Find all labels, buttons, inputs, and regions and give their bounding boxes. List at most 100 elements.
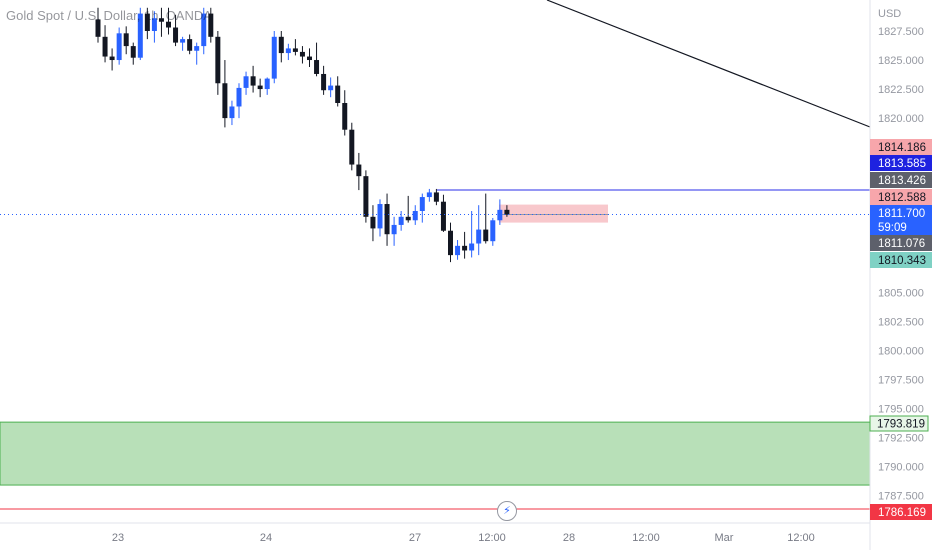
- candle-body: [384, 204, 390, 235]
- candle: [384, 193, 390, 246]
- candle: [271, 31, 277, 84]
- countdown-label: 59:09: [878, 222, 907, 234]
- candle: [349, 122, 355, 171]
- flash-icon[interactable]: ⚡: [497, 501, 517, 521]
- candle: [257, 78, 263, 98]
- time-axis: [0, 523, 870, 550]
- price-tick-label: 1805.000: [878, 287, 924, 299]
- candle: [166, 7, 171, 35]
- candle-body: [144, 13, 150, 31]
- price-label-zone: [869, 415, 929, 432]
- candle-body: [95, 19, 101, 37]
- time-tick-label: 28: [563, 532, 575, 544]
- candle: [405, 195, 411, 223]
- candle: [201, 7, 207, 55]
- candle: [440, 194, 446, 232]
- currency-label: USD: [878, 8, 901, 20]
- time-tick-label: 27: [409, 532, 421, 544]
- candle-body: [137, 13, 143, 58]
- candle-body: [292, 48, 298, 52]
- price-label-stop: [870, 189, 932, 205]
- candle-body: [264, 78, 270, 90]
- price-label-text: 1793.819: [877, 419, 925, 431]
- candle-body: [285, 48, 291, 54]
- candle: [314, 42, 320, 77]
- candle: [173, 14, 179, 47]
- candle: [95, 7, 101, 43]
- time-tick-label: 12:00: [787, 532, 815, 544]
- price-axis: [870, 0, 932, 550]
- candle-body: [455, 245, 461, 256]
- candle: [370, 205, 376, 242]
- candle-body: [405, 216, 411, 221]
- candle: [377, 199, 383, 237]
- candle: [236, 83, 242, 119]
- candle: [102, 25, 108, 63]
- candle-body: [102, 36, 108, 57]
- candle: [497, 199, 503, 225]
- candle-body: [391, 224, 397, 235]
- candle-body: [363, 176, 369, 217]
- candle: [109, 48, 115, 71]
- candle: [356, 152, 362, 191]
- candle-body: [356, 164, 362, 177]
- price-tick-label: 1802.500: [878, 316, 924, 328]
- candle-body: [433, 192, 439, 202]
- candle-body: [440, 201, 446, 231]
- candle-body: [469, 243, 475, 251]
- price-label-text: 1812.588: [878, 192, 926, 204]
- candle-body: [109, 56, 115, 61]
- price-label-entry: [870, 155, 932, 171]
- candle-body: [123, 33, 129, 47]
- candle: [222, 60, 228, 128]
- candle-body: [194, 46, 200, 51]
- price-label-text: 1811.700: [878, 208, 925, 220]
- price-label-low: [870, 235, 932, 251]
- price-tick-label: 1820.000: [878, 113, 924, 125]
- price-tick-label: 1822.500: [878, 84, 924, 96]
- candle: [285, 43, 291, 61]
- candle-body: [130, 46, 136, 58]
- candle-body: [349, 129, 355, 165]
- candle: [433, 188, 439, 206]
- candle: [116, 27, 122, 65]
- demand-zone: [0, 421, 871, 486]
- candle-body: [307, 56, 312, 61]
- time-tick-label: 12:00: [632, 532, 660, 544]
- price-label-text: 1813.585: [878, 158, 926, 170]
- candle: [426, 188, 432, 202]
- time-tick-label: Mar: [715, 532, 734, 544]
- candle: [144, 7, 150, 40]
- candle-body: [483, 229, 489, 242]
- time-tick-label: 24: [260, 532, 272, 544]
- candle-body: [208, 13, 214, 37]
- candle: [243, 71, 249, 95]
- candle: [278, 31, 284, 63]
- candle-body: [158, 18, 164, 22]
- candle: [123, 26, 129, 55]
- candle: [292, 39, 298, 56]
- candle-body: [257, 85, 263, 90]
- candle-body: [173, 27, 179, 43]
- candle: [151, 11, 157, 43]
- price-label-text: 1813.426: [878, 175, 926, 187]
- candle: [180, 36, 186, 51]
- price-tick-label: 1825.000: [878, 55, 924, 67]
- candle-body: [398, 216, 404, 225]
- time-tick-label: 23: [112, 532, 124, 544]
- time-tick-label: 12:00: [478, 532, 506, 544]
- candle: [194, 42, 200, 65]
- candle-body: [328, 85, 334, 91]
- candle: [229, 100, 235, 126]
- price-tick-label: 1787.500: [878, 491, 924, 503]
- candle: [455, 240, 461, 260]
- candle: [476, 205, 482, 256]
- candle: [187, 34, 193, 55]
- candle-body: [116, 33, 122, 61]
- candle: [504, 205, 510, 217]
- candle-body: [222, 83, 228, 119]
- candle-body: [215, 36, 221, 84]
- candle: [342, 90, 348, 136]
- candle: [307, 48, 312, 67]
